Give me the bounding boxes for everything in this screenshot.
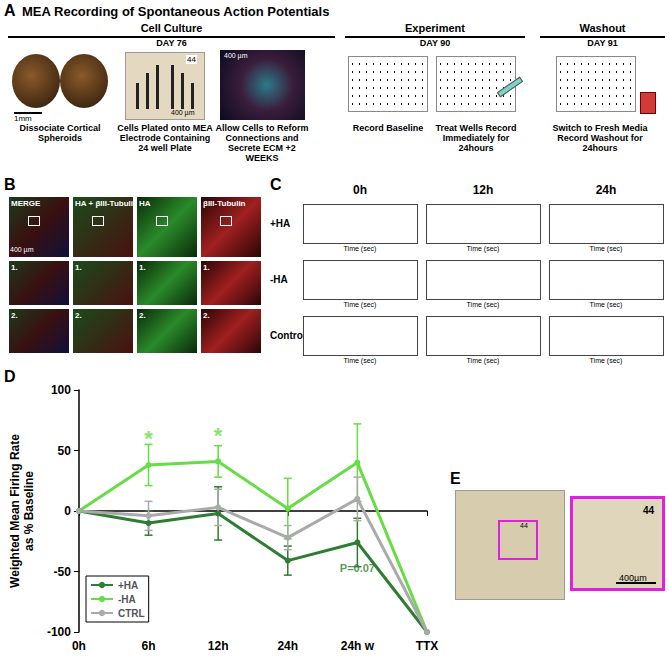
svg-text:TTX: TTX: [416, 639, 439, 653]
html-text:Time (sec): Time (sec): [589, 245, 623, 252]
html-text:Treat Wells Record Immediately: Treat Wells Record Immediately for 24hou…: [435, 123, 517, 153]
svg-text:CTRL: CTRL: [118, 608, 145, 619]
html-text:Time (sec): Time (sec): [466, 301, 500, 308]
svg-text:12h: 12h: [208, 639, 229, 653]
svg-text:24h: 24h: [277, 639, 298, 653]
html-text:1.: 1.: [11, 263, 18, 272]
svg-text:*: *: [144, 426, 153, 451]
html-text:HA: HA: [139, 199, 151, 208]
svg-text:Weighted Mean Firing Rate: Weighted Mean Firing Rate: [8, 434, 22, 588]
html-text:Time (sec): Time (sec): [589, 301, 623, 308]
html-text:C: C: [270, 176, 282, 193]
svg-text:100: 100: [51, 383, 71, 397]
svg-text:-50: -50: [54, 565, 72, 579]
html-text:44: 44: [520, 522, 528, 529]
html-text:1.: 1.: [139, 263, 146, 272]
html-text:Allow Cells to Reform Connecti: Allow Cells to Reform Connections and Se…: [215, 123, 309, 163]
svg-text:as % Baseline: as % Baseline: [22, 471, 36, 551]
html-text:44: 44: [643, 505, 655, 516]
html-text:DAY 90: DAY 90: [419, 38, 451, 48]
html-text:Time (sec): Time (sec): [466, 357, 500, 364]
html-text:Cell Culture: Cell Culture: [140, 22, 203, 34]
html-text:Time (sec): Time (sec): [343, 245, 377, 252]
html-text:44: 44: [187, 55, 196, 64]
html-text:400 µm: 400 µm: [171, 109, 195, 116]
svg-text:-HA: -HA: [118, 594, 136, 605]
svg-text:*: *: [214, 423, 223, 448]
html-text:400 µm: 400 µm: [224, 52, 248, 59]
html-text:Cells Plated onto MEA Electrod: Cells Plated onto MEA Electrode Containi…: [117, 123, 213, 153]
html-text:DAY 76: DAY 76: [156, 38, 187, 48]
html-text:Time (sec): Time (sec): [589, 357, 623, 364]
svg-text:50: 50: [58, 444, 72, 458]
svg-text:24h w: 24h w: [341, 639, 375, 653]
svg-text:-100: -100: [47, 625, 71, 639]
html-text:A: A: [4, 2, 16, 19]
html-text:Dissociate Cortical Spheroids: Dissociate Cortical Spheroids: [19, 123, 101, 143]
svg-text:6h: 6h: [142, 639, 156, 653]
html-text:Time (sec): Time (sec): [343, 357, 377, 364]
html-text:24h: 24h: [595, 183, 617, 197]
html-text:Switch to Fresh Media Record W: Switch to Fresh Media Record Washout for…: [552, 123, 648, 153]
html-text:Time (sec): Time (sec): [466, 245, 500, 252]
html-text:Record Baseline: Record Baseline: [352, 123, 424, 133]
html-text:Washout: Washout: [579, 22, 626, 34]
html-text:0h: 0h: [353, 183, 367, 197]
html-text:2.: 2.: [139, 311, 146, 320]
html-text:βIII-Tubulin: βIII-Tubulin: [203, 199, 246, 208]
html-text:Experiment: Experiment: [405, 22, 465, 34]
svg-text:P=0.07: P=0.07: [340, 562, 375, 574]
html-text:Time (sec): Time (sec): [343, 301, 377, 308]
html-text:Control: Control: [270, 330, 306, 341]
html-text:MERGE: MERGE: [11, 199, 41, 208]
html-text:1.: 1.: [203, 263, 210, 272]
html-text:2.: 2.: [203, 311, 210, 320]
svg-text:0: 0: [64, 504, 71, 518]
html-text:12h: 12h: [472, 183, 494, 197]
html-text:+HA: +HA: [270, 218, 291, 229]
svg-text:0h: 0h: [72, 639, 86, 653]
html-text:B: B: [4, 176, 16, 193]
html-text:D: D: [4, 368, 16, 385]
html-text:1.: 1.: [75, 263, 82, 272]
html-text:1mm: 1mm: [14, 114, 32, 123]
html-text:2.: 2.: [75, 311, 82, 320]
html-text:DAY 91: DAY 91: [587, 38, 618, 48]
html-text:400µm: 400µm: [619, 573, 647, 583]
html-text:HA + βIII-Tubulin: HA + βIII-Tubulin: [75, 199, 138, 208]
html-text:MEA Recording of Spontaneous A: MEA Recording of Spontaneous Action Pote…: [22, 4, 330, 19]
svg-text:+HA: +HA: [118, 580, 138, 591]
html-text:400 µm: 400 µm: [10, 246, 34, 253]
html-text:2.: 2.: [11, 311, 18, 320]
html-text:-HA: -HA: [270, 274, 288, 285]
html-text:E: E: [450, 470, 461, 487]
